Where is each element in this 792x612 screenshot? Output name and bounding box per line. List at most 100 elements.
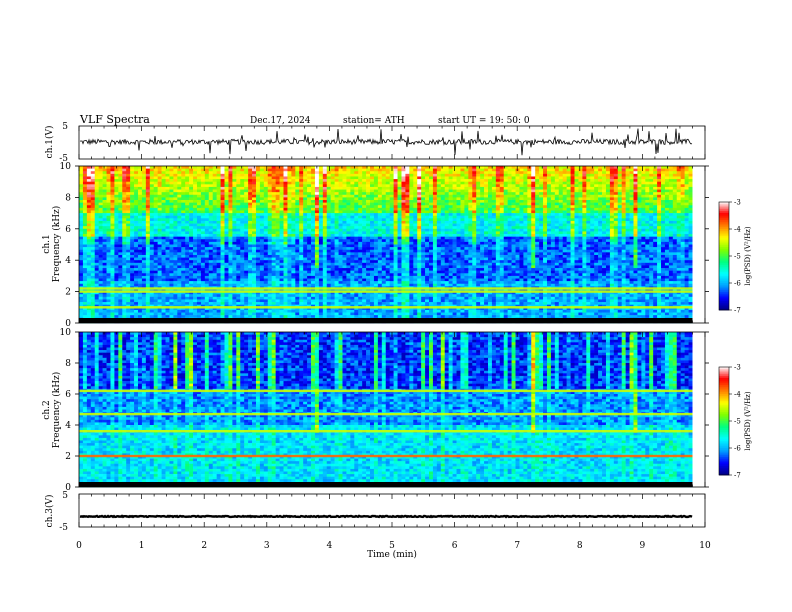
spectrogram-cell	[342, 215, 347, 219]
spectrogram-cell	[224, 176, 229, 180]
spectrogram-cell	[436, 173, 442, 177]
spectrogram-cell	[543, 231, 548, 235]
spectrogram-cell	[263, 184, 269, 188]
spectrogram-cell	[570, 215, 575, 219]
spectrogram-cell	[295, 171, 300, 175]
spectrogram-cell	[429, 173, 434, 177]
spectrogram-cell	[468, 197, 473, 201]
spectrogram-cell	[535, 168, 540, 172]
spectrogram-cell	[527, 213, 532, 217]
spectrogram-cell	[248, 171, 253, 175]
spectrogram-cell	[582, 241, 587, 245]
spectrogram-cell	[259, 234, 265, 237]
spectrogram-cell	[405, 234, 410, 237]
spectrogram-cell	[602, 210, 607, 214]
spectrogram-cell	[613, 231, 619, 235]
spectrogram-cell	[425, 244, 430, 248]
spectrogram-cell	[523, 186, 528, 190]
spectrogram-cell	[141, 247, 147, 251]
spectrogram-cell	[252, 220, 257, 224]
spectrogram-cell	[283, 220, 288, 224]
spectrogram-cell	[94, 189, 99, 193]
spectrogram-cell	[476, 189, 481, 193]
spectrogram-cell	[377, 215, 383, 219]
spectrogram-cell	[444, 168, 449, 172]
spectrogram-cell	[377, 197, 383, 201]
spectrogram-cell	[157, 210, 162, 214]
spectrogram-cell	[118, 173, 123, 177]
spectrogram-cell	[94, 220, 99, 224]
spectrogram-cell	[118, 189, 123, 193]
spectrogram-cell	[110, 205, 115, 209]
spectrogram-cell	[330, 192, 335, 196]
spectrogram-cell	[550, 184, 556, 188]
spectrogram-cell	[236, 228, 241, 232]
spectrogram-cell	[519, 192, 524, 196]
spectrogram-cell	[287, 205, 292, 209]
spectrogram-cell	[130, 166, 135, 169]
spectrogram-cell	[212, 179, 217, 182]
spectrogram-cell	[381, 194, 387, 198]
spectrogram-cell	[523, 176, 528, 180]
spectrogram-cell	[456, 186, 461, 190]
spectrogram-cell	[248, 234, 253, 237]
spectrogram-cell	[602, 215, 607, 219]
spectrogram-cell	[562, 215, 567, 219]
spectrogram-cell	[472, 215, 477, 219]
spectrogram-cell	[275, 192, 280, 196]
spectrogram-cell	[613, 239, 619, 243]
spectrogram-cell	[409, 231, 414, 235]
spectrogram-cell	[334, 168, 339, 172]
spectrogram-cell	[145, 171, 151, 175]
spectrogram-cell	[664, 234, 670, 237]
spectrogram-cell	[295, 186, 300, 190]
spectrogram-cell	[672, 189, 678, 193]
spectrogram-cell	[377, 179, 383, 182]
spectrogram-cell	[311, 181, 316, 185]
spectrogram-cell	[307, 241, 312, 245]
spectrogram-cell	[330, 205, 335, 209]
spectrogram-cell	[456, 179, 461, 182]
spectrogram-cell	[311, 244, 316, 248]
spectrogram-cell	[311, 194, 316, 198]
spectrogram-cell	[130, 179, 135, 182]
spectrogram-cell	[432, 239, 438, 243]
spectrogram-cell	[346, 192, 351, 196]
spectrogram-cell	[487, 247, 493, 251]
spectrogram-cell	[240, 179, 245, 182]
spectrogram-cell	[562, 234, 567, 237]
spectrogram-cell	[220, 189, 225, 193]
spectrogram-cell	[484, 205, 489, 209]
spectrogram-cell	[389, 241, 394, 245]
spectrogram-cell	[86, 218, 92, 222]
spectrogram-cell	[452, 186, 457, 190]
spectrogram-cell	[311, 189, 316, 193]
spectrogram-cell	[141, 168, 147, 172]
spectrogram-cell	[527, 210, 532, 214]
spectrogram-cell	[519, 171, 524, 175]
spectrogram-cell	[212, 220, 217, 224]
spectrogram-cell	[181, 171, 186, 175]
spectrogram-cell	[275, 181, 280, 185]
spectrogram-cell	[181, 184, 186, 188]
spectrogram-cell	[484, 197, 489, 201]
spectrogram-cell	[464, 173, 469, 177]
spectrogram-cell	[649, 215, 654, 219]
spectrogram-cell	[114, 220, 119, 224]
spectrogram-cell	[609, 223, 615, 227]
spectrogram-cell	[574, 202, 579, 206]
spectrogram-cell	[130, 226, 135, 230]
spectrogram-cell	[397, 239, 402, 243]
spectrogram-cell	[393, 241, 398, 245]
spectrogram-cell	[688, 184, 693, 188]
spectrogram-cell	[413, 220, 418, 224]
spectrogram-cell	[539, 210, 544, 214]
spectrogram-cell	[307, 194, 312, 198]
spectrogram-cell	[275, 207, 280, 211]
spectrogram-cell	[543, 166, 548, 169]
spectrogram-cell	[196, 179, 202, 182]
spectrogram-cell	[452, 239, 457, 243]
spectrogram-cell	[558, 247, 563, 251]
spectrogram-cell	[287, 179, 292, 182]
